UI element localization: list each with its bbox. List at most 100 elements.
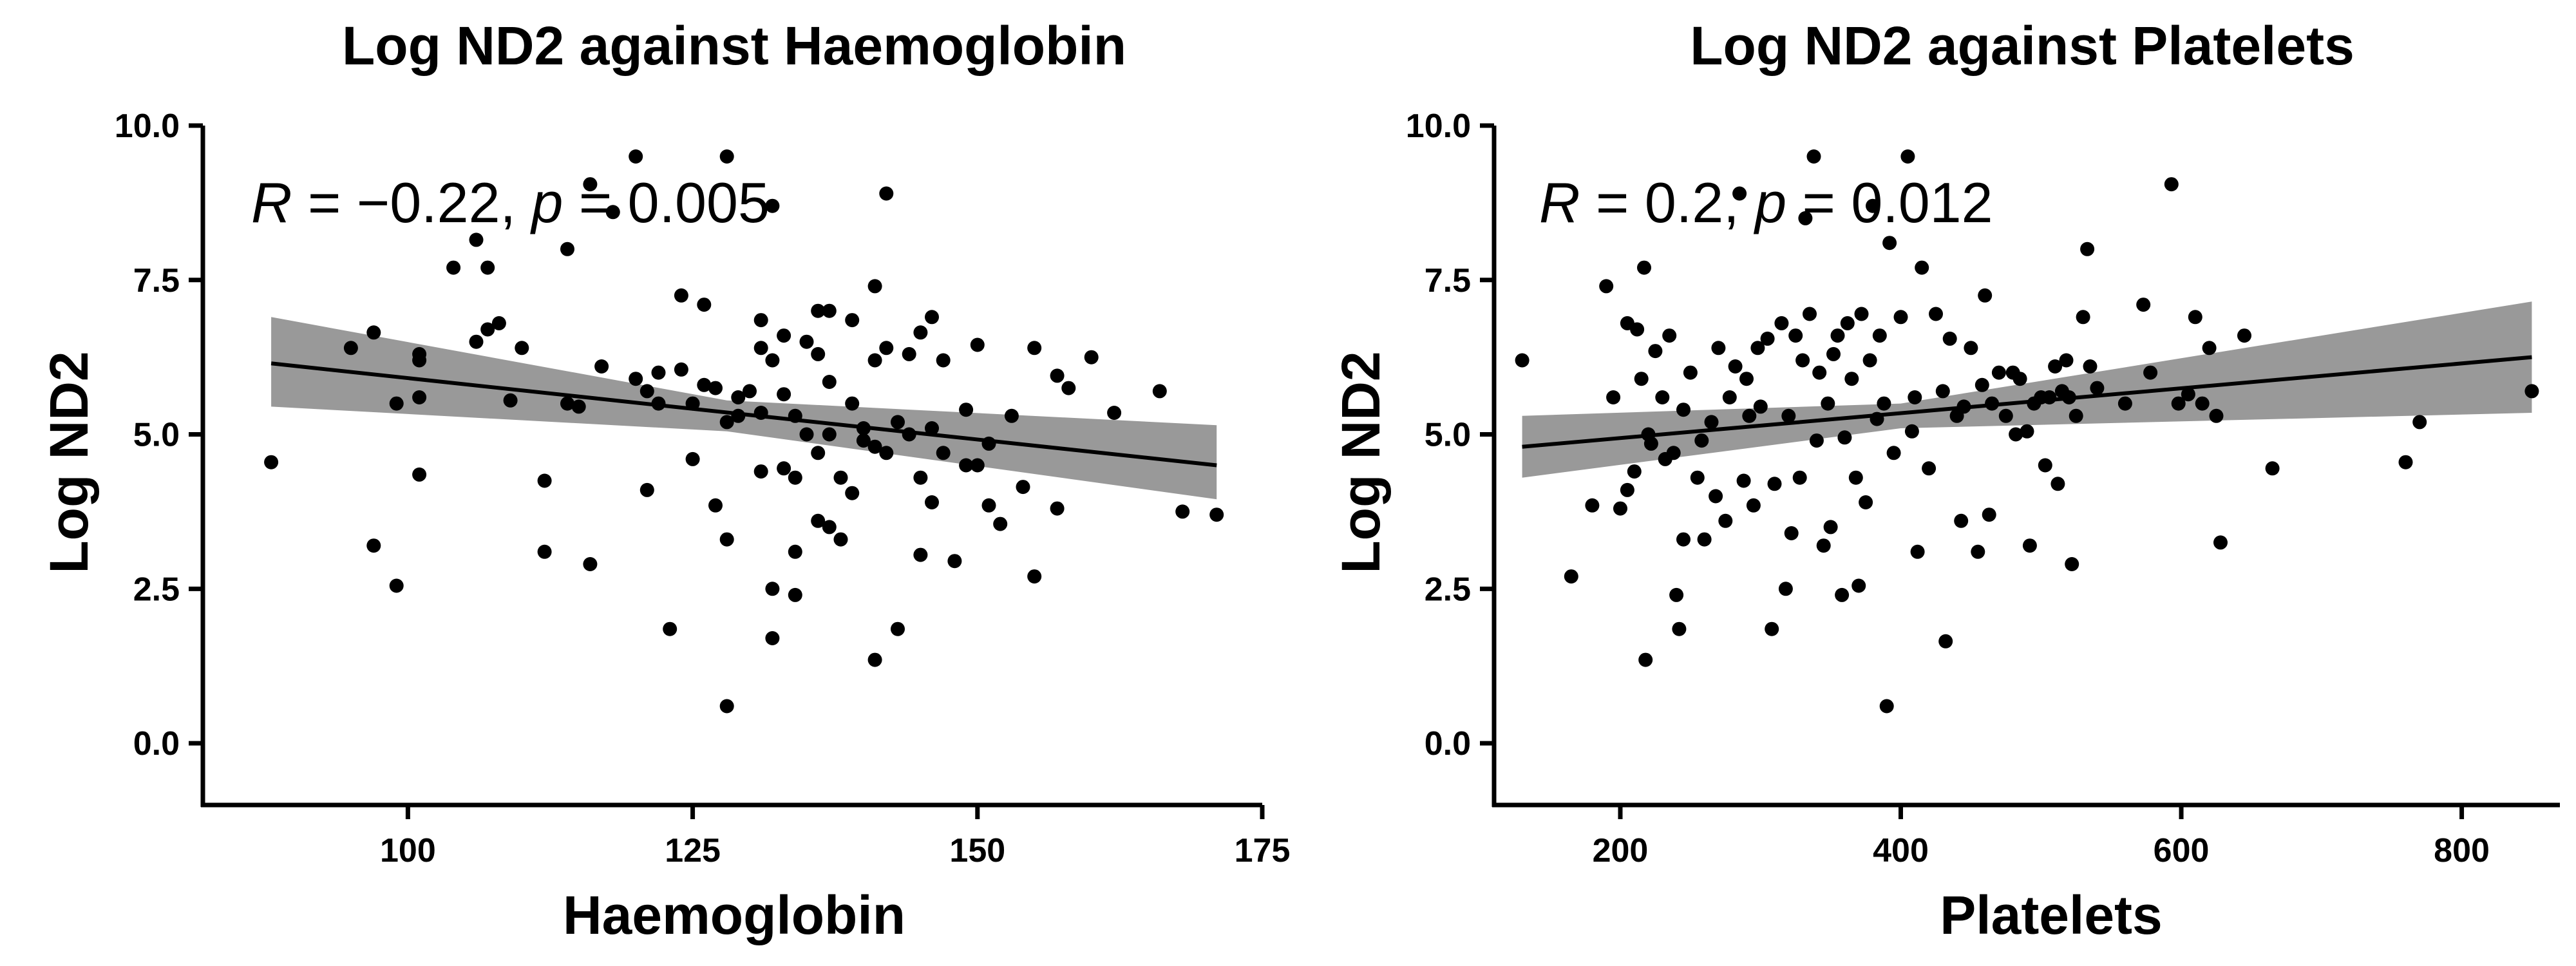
data-point bbox=[639, 384, 654, 399]
correlation-label: R = 0.2, p = 0.012 bbox=[1539, 171, 1993, 234]
data-point bbox=[1690, 470, 1705, 485]
data-point bbox=[811, 346, 826, 361]
data-point bbox=[1515, 353, 1530, 368]
data-point bbox=[2398, 455, 2413, 469]
data-point bbox=[1152, 384, 1167, 399]
y-tick-label: 0.0 bbox=[133, 725, 180, 762]
data-point bbox=[594, 359, 609, 374]
data-point bbox=[2090, 381, 2105, 395]
data-point bbox=[1809, 433, 1824, 448]
confidence-band bbox=[1522, 301, 2532, 478]
data-point bbox=[1683, 365, 1698, 380]
data-point bbox=[366, 325, 381, 340]
data-point bbox=[515, 341, 529, 355]
platelets-panel: Log ND2 against Platelets Log ND2 Platel… bbox=[1331, 15, 2560, 945]
x-tick-label: 150 bbox=[949, 832, 1005, 869]
data-point bbox=[1812, 365, 1827, 380]
data-point bbox=[2009, 427, 2023, 442]
data-point bbox=[902, 427, 916, 442]
data-point bbox=[1627, 464, 1642, 479]
data-point bbox=[1694, 433, 1709, 448]
data-point bbox=[867, 439, 882, 454]
data-point bbox=[879, 341, 894, 355]
y-axis-title: Log ND2 bbox=[39, 351, 99, 573]
data-point bbox=[1767, 477, 1782, 491]
y-tick-label: 10.0 bbox=[115, 108, 180, 145]
x-axis-title: Haemoglobin bbox=[563, 885, 905, 945]
data-point bbox=[753, 313, 768, 328]
data-point bbox=[777, 387, 791, 402]
data-point bbox=[1209, 507, 1224, 522]
data-point bbox=[1862, 353, 1877, 368]
data-point bbox=[674, 288, 688, 303]
data-point bbox=[1848, 470, 1863, 485]
data-point bbox=[663, 621, 677, 636]
data-point bbox=[629, 372, 643, 386]
r-symbol: R bbox=[1539, 171, 1580, 234]
data-point bbox=[788, 470, 802, 485]
data-point bbox=[1978, 288, 1993, 303]
data-point bbox=[343, 341, 358, 355]
data-point bbox=[571, 399, 586, 414]
data-point bbox=[2188, 310, 2202, 325]
data-point bbox=[1634, 372, 1649, 386]
data-point bbox=[651, 396, 666, 411]
data-point bbox=[1697, 532, 1712, 547]
data-point bbox=[719, 699, 734, 714]
y-tick-label: 2.5 bbox=[133, 571, 180, 608]
x-tick-label: 100 bbox=[380, 832, 436, 869]
data-point bbox=[685, 451, 700, 466]
r-value: = 0.2, bbox=[1580, 171, 1756, 234]
data-point bbox=[685, 396, 700, 411]
data-point bbox=[2083, 359, 2098, 374]
y-tick-label: 5.0 bbox=[1425, 417, 1471, 454]
data-point bbox=[2524, 384, 2539, 399]
y-tick-label: 10.0 bbox=[1406, 108, 1471, 145]
data-point bbox=[1935, 384, 1950, 399]
data-point bbox=[1711, 341, 1726, 355]
data-point bbox=[1985, 396, 2000, 411]
data-point bbox=[2050, 477, 2065, 491]
data-point bbox=[1672, 621, 1687, 636]
data-point bbox=[959, 458, 974, 473]
data-point bbox=[1870, 412, 1884, 426]
data-point bbox=[583, 557, 598, 571]
data-point bbox=[1823, 520, 1838, 535]
data-point bbox=[2171, 396, 2186, 411]
data-point bbox=[1027, 341, 1042, 355]
data-point bbox=[2164, 177, 2179, 192]
data-point bbox=[537, 473, 552, 488]
data-point bbox=[1798, 211, 1813, 225]
data-point bbox=[366, 538, 381, 553]
data-point bbox=[1742, 408, 1757, 423]
data-point bbox=[697, 377, 712, 392]
data-point bbox=[1050, 368, 1065, 383]
data-point bbox=[1585, 498, 1600, 513]
data-point bbox=[2265, 461, 2280, 476]
data-point bbox=[913, 470, 928, 485]
data-point bbox=[1998, 408, 2013, 423]
data-point bbox=[2042, 390, 2057, 404]
data-point bbox=[845, 396, 860, 411]
y-tick-label: 5.0 bbox=[133, 417, 180, 454]
data-point bbox=[1971, 544, 1985, 559]
data-point bbox=[2143, 365, 2158, 380]
data-point bbox=[891, 415, 905, 430]
data-point bbox=[412, 467, 427, 482]
data-point bbox=[731, 408, 746, 423]
data-point bbox=[970, 337, 985, 352]
data-point bbox=[2038, 458, 2052, 473]
data-point bbox=[2048, 359, 2063, 374]
data-point bbox=[1728, 359, 1743, 374]
x-tick-label: 600 bbox=[2154, 832, 2210, 869]
data-point bbox=[537, 544, 552, 559]
data-point bbox=[1929, 307, 1943, 321]
data-point bbox=[605, 205, 620, 220]
data-point bbox=[1630, 322, 1645, 337]
data-point bbox=[788, 587, 802, 602]
data-point bbox=[1676, 532, 1690, 547]
data-point bbox=[1638, 652, 1653, 667]
y-tick-label: 2.5 bbox=[1425, 571, 1471, 608]
data-point bbox=[697, 298, 712, 312]
data-point bbox=[1854, 307, 1869, 321]
